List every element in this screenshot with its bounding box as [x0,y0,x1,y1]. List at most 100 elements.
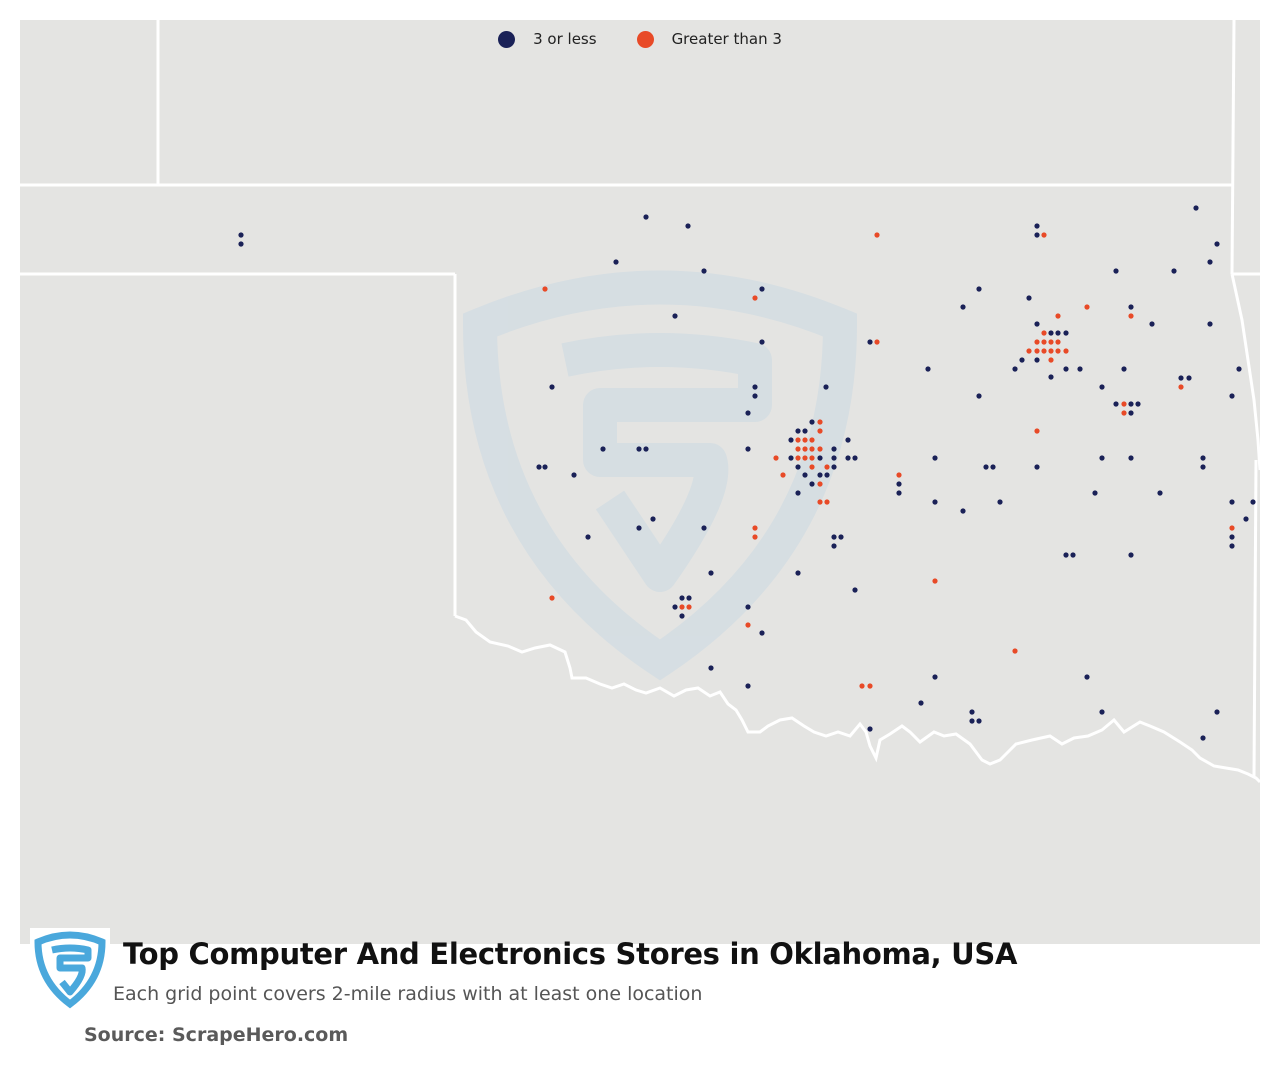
location-point-high [817,499,823,505]
location-point-low [1034,232,1040,238]
location-point-low [852,455,858,461]
location-point-low [672,604,678,610]
location-point-high [1121,401,1127,407]
map-background [20,20,1260,944]
location-point-low [613,259,619,265]
location-point-low [1099,709,1105,715]
location-point-low [1113,401,1119,407]
location-point-low [983,464,989,470]
location-point-low [1077,366,1083,372]
page-title: Top Computer And Electronics Stores in O… [123,937,1018,971]
location-point-high [745,622,751,628]
location-point-high [1084,304,1090,310]
location-point-low [1099,384,1105,390]
location-point-high [1055,348,1061,354]
location-point-low [918,700,924,706]
location-point-low [1034,464,1040,470]
location-point-low [745,683,751,689]
location-point-low [824,472,830,478]
location-point-low [852,587,858,593]
location-point-high [809,455,815,461]
location-point-low [1055,330,1061,336]
location-point-low [1092,490,1098,496]
location-point-low [1200,455,1206,461]
location-point-low [960,508,966,514]
location-point-low [788,437,794,443]
location-point-low [643,446,649,452]
location-point-low [896,481,902,487]
location-point-low [817,455,823,461]
location-point-low [1157,490,1163,496]
location-point-low [1026,295,1032,301]
legend-dot-icon [498,30,516,48]
location-point-low [795,464,801,470]
location-point-low [969,718,975,724]
location-point-high [802,437,808,443]
location-point-low [1200,464,1206,470]
location-point-low [1229,393,1235,399]
location-point-low [1243,516,1249,522]
location-point-low [997,499,1003,505]
location-point-low [643,214,649,220]
location-point-low [745,446,751,452]
location-point-high [780,472,786,478]
location-point-low [932,499,938,505]
location-point-high [1034,428,1040,434]
location-point-low [1193,205,1199,211]
location-point-high [1048,357,1054,363]
location-point-high [1041,339,1047,345]
location-point-low [1186,375,1192,381]
location-point-low [752,393,758,399]
location-point-low [1099,455,1105,461]
location-point-low [795,428,801,434]
location-point-high [802,455,808,461]
location-point-low [795,570,801,576]
location-point-high [542,286,548,292]
location-point-high [1041,330,1047,336]
location-point-low [701,268,707,274]
legend-item-high: Greater than 3 [636,30,782,48]
location-point-low [1113,268,1119,274]
location-point-low [802,428,808,434]
location-point-high [795,455,801,461]
location-point-low [1128,552,1134,558]
location-point-low [976,286,982,292]
location-point-low [932,674,938,680]
location-point-low [636,525,642,531]
location-point-high [1121,410,1127,416]
location-point-low [708,665,714,671]
location-point-low [925,366,931,372]
location-point-high [809,464,815,470]
location-point-high [1048,339,1054,345]
state-borders [20,20,1260,784]
location-point-high [1229,525,1235,531]
location-point-low [708,570,714,576]
location-point-high [795,437,801,443]
location-point-low [679,613,685,619]
legend-item-low: 3 or less [498,30,597,48]
location-point-high [1034,339,1040,345]
location-point-high [809,437,815,443]
location-point-high [874,339,880,345]
location-point-high [802,446,808,452]
location-point-low [542,464,548,470]
location-point-low [1128,410,1134,416]
location-point-low [1012,366,1018,372]
location-point-high [1026,348,1032,354]
location-point-low [1229,534,1235,540]
location-point-low [1128,401,1134,407]
location-point-low [1063,330,1069,336]
location-point-low [1063,552,1069,558]
location-point-high [795,446,801,452]
location-point-high [896,472,902,478]
location-point-low [1207,321,1213,327]
location-point-low [831,455,837,461]
location-point-low [932,455,938,461]
location-point-high [817,446,823,452]
location-point-low [238,241,244,247]
location-point-low [1214,709,1220,715]
legend-label: Greater than 3 [671,30,782,48]
location-point-low [831,464,837,470]
location-point-high [686,604,692,610]
location-point-low [672,313,678,319]
